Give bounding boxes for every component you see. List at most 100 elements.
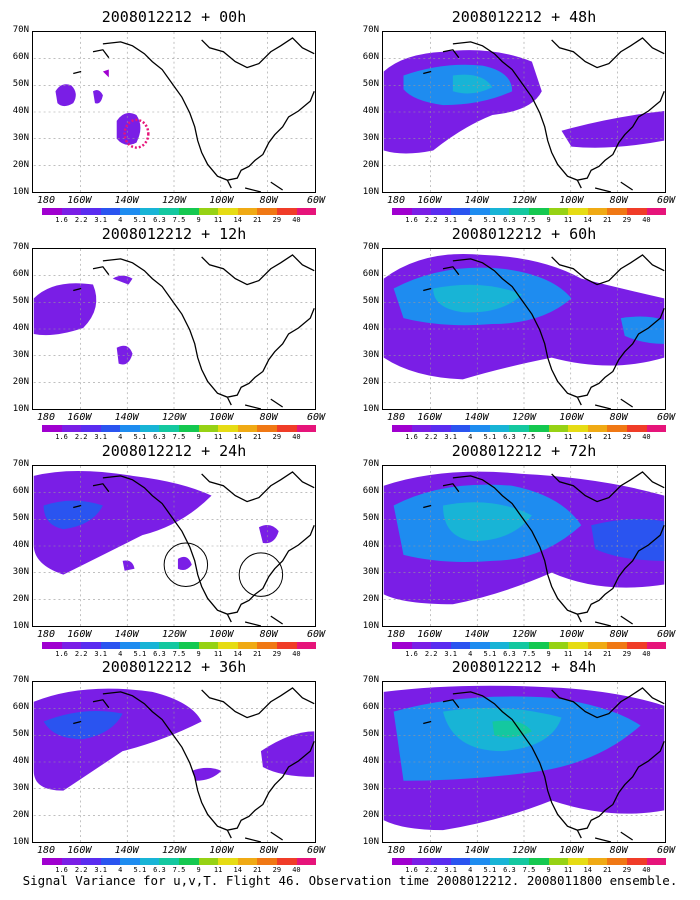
colorbar-swatch	[237, 425, 258, 432]
colorbar-swatch	[568, 208, 588, 215]
latitude-label: 70N	[12, 25, 29, 35]
colorbar-label: 14	[583, 216, 592, 224]
colorbar-swatch	[470, 208, 490, 215]
longitude-label: 100W	[209, 845, 234, 856]
latitude-label: 10N	[362, 621, 379, 631]
colorbar-swatch	[568, 425, 588, 432]
colorbar-label: 5.1	[483, 650, 497, 658]
longitude-label: 60W	[306, 412, 326, 423]
flight-track	[123, 118, 150, 149]
colorbar-label: 40	[292, 433, 301, 441]
variance-region	[43, 500, 103, 530]
longitude-label: 120W	[161, 412, 187, 423]
colorbar-label: 4	[468, 433, 473, 441]
map-panel: 2008012212 + 24h 70N 60N 50N 40N 30N 20N 10N 180…	[0, 442, 340, 658]
colorbar-label: 21	[603, 866, 612, 874]
colorbar-swatch	[489, 858, 510, 865]
colorbar-swatch	[237, 858, 258, 865]
longitude-label: 140W	[464, 845, 489, 856]
colorbar-swatch	[411, 425, 432, 432]
longitude-label: 160W	[67, 845, 92, 856]
variance-region	[258, 525, 279, 544]
colorbar-swatch	[61, 425, 82, 432]
colorbar-swatch	[61, 858, 82, 865]
target-circle	[238, 552, 284, 597]
variance-map	[382, 465, 666, 627]
colorbar-swatch	[431, 208, 451, 215]
latitude-label: 30N	[12, 783, 29, 793]
latitude-label: 40N	[362, 756, 379, 766]
colorbar-label: 9	[546, 216, 551, 224]
colorbar-label: 3.1	[94, 650, 108, 658]
colorbar-swatch	[198, 425, 219, 432]
colorbar-swatch	[450, 208, 471, 215]
colorbar-swatch	[139, 208, 160, 215]
colorbar-swatch	[159, 642, 180, 649]
colorbar-label: 6.3	[153, 866, 166, 874]
colorbar-label: 1.6	[405, 650, 418, 658]
longitude-label: 160W	[67, 629, 92, 640]
longitude-label: 100W	[209, 629, 234, 640]
map-panel: 2008012212 + 00h 70N 60N 50N 40N 30N 20N 10N 180…	[0, 8, 340, 224]
longitude-label: 120W	[161, 845, 187, 856]
latitude-label: 30N	[12, 567, 29, 577]
longitude-label: 180	[36, 845, 56, 856]
colorbar-swatch	[548, 425, 569, 432]
colorbar-label: 14	[233, 216, 242, 224]
longitude-label: 120W	[161, 629, 187, 640]
colorbar-label: 5.1	[483, 433, 497, 441]
colorbar-label: 4	[118, 433, 123, 441]
colorbar-label: 5.1	[133, 433, 147, 441]
colorbar-label: 29	[622, 216, 632, 224]
longitude-label: 160W	[67, 195, 92, 206]
longitude-label: 160W	[417, 845, 442, 856]
latitude-label: 70N	[362, 242, 379, 252]
longitude-label: 100W	[559, 845, 584, 856]
colorbar-swatch	[257, 642, 277, 649]
latitude-label: 20N	[362, 594, 379, 604]
latitude-label: 40N	[12, 540, 29, 550]
latitude-label: 30N	[362, 567, 379, 577]
variance-region	[191, 767, 222, 781]
colorbar-swatch	[489, 425, 510, 432]
longitude-label: 60W	[656, 412, 676, 423]
longitude-label: 100W	[559, 195, 584, 206]
longitude-label: 140W	[464, 629, 489, 640]
colorbar-swatch	[489, 208, 510, 215]
latitude-label: 40N	[362, 106, 379, 116]
latitude-label: 50N	[12, 296, 29, 306]
coastline	[73, 471, 315, 626]
coastline	[423, 471, 665, 626]
colorbar-swatch	[61, 642, 82, 649]
colorbar-label: 2.2	[424, 866, 438, 874]
target-circle	[163, 542, 209, 587]
longitude-label: 180	[386, 412, 406, 423]
panel-title: 2008012212 + 72h	[451, 442, 597, 460]
colorbar-label: 9	[196, 216, 201, 224]
panel-title: 2008012212 + 60h	[451, 225, 597, 243]
colorbar-swatch	[529, 208, 549, 215]
variance-region	[33, 470, 212, 575]
colorbar-label: 4	[118, 866, 123, 874]
colorbar-swatch	[392, 425, 412, 432]
latitude-label: 20N	[362, 377, 379, 387]
colorbar-label: 3.1	[444, 216, 458, 224]
colorbar-label: 3.1	[94, 433, 108, 441]
colorbar-swatch	[392, 208, 412, 215]
latitude-label: 40N	[12, 756, 29, 766]
colorbar-swatch	[61, 208, 82, 215]
variance-map	[32, 681, 316, 843]
colorbar-label: 2.2	[424, 650, 438, 658]
variance-region	[122, 560, 135, 571]
colorbar-swatch	[587, 858, 608, 865]
colorbar-swatch	[450, 858, 471, 865]
colorbar-swatch	[392, 642, 412, 649]
colorbar-swatch	[120, 425, 140, 432]
colorbar-label: 7.5	[172, 216, 186, 224]
colorbar-label: 7.5	[172, 433, 186, 441]
longitude-label: 140W	[114, 412, 139, 423]
colorbar-swatch	[257, 208, 277, 215]
colorbar-swatch	[646, 642, 667, 649]
colorbar-swatch	[509, 208, 530, 215]
colorbar-label: 6.3	[153, 650, 166, 658]
